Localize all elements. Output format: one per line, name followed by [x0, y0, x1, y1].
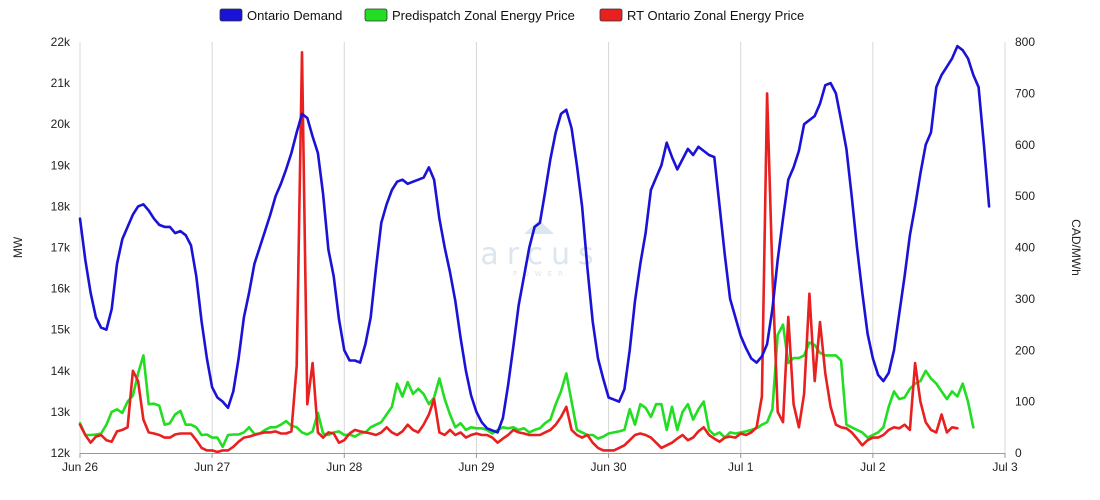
y-left-tick-label: 16k [51, 282, 71, 296]
legend: Ontario Demand Predispatch Zonal Energy P… [219, 8, 804, 23]
watermark-logo: arcus POWER [480, 220, 601, 278]
series-line-predispatch-zonal-energy-price [78, 323, 975, 449]
grid [79, 42, 1006, 453]
x-tick-label: Jul 2 [860, 460, 886, 474]
y-axis-left-title: MW [11, 236, 25, 258]
legend-item[interactable]: RT Ontario Zonal Energy Price [599, 8, 804, 23]
y-right-tick-label: 400 [1015, 241, 1035, 255]
y-left-tick-label: 18k [51, 199, 71, 213]
watermark-subtext: POWER [513, 270, 569, 278]
y-left-tick-label: 12k [51, 446, 71, 460]
y-right-tick-label: 100 [1015, 395, 1035, 409]
axes: Jun 26 Jun 27 Jun 28 Jun 29 Jun 30 Jul 1 Jul 2… [11, 35, 1083, 474]
y-left-tick-label: 14k [51, 364, 71, 378]
x-tick-label: Jun 28 [326, 460, 362, 474]
y-right-tick-label: 600 [1015, 138, 1035, 152]
legend-swatch [599, 8, 623, 22]
y-right-tick-label: 300 [1015, 292, 1035, 306]
y-right-tick-label: 200 [1015, 343, 1035, 357]
legend-label: Ontario Demand [247, 8, 342, 23]
x-tick-label: Jul 3 [992, 460, 1018, 474]
y-right-tick-label: 0 [1015, 446, 1022, 460]
legend-swatch [219, 8, 243, 22]
x-tick-label: Jun 29 [458, 460, 494, 474]
y-axis-right-title: CAD/MWh [1069, 219, 1083, 276]
x-tick-label: Jun 27 [194, 460, 230, 474]
x-axis-ticks: Jun 26 Jun 27 Jun 28 Jun 29 Jun 30 Jul 1 Jul 2… [62, 453, 1018, 474]
x-tick-label: Jun 26 [62, 460, 98, 474]
series-lines [78, 44, 991, 454]
y-left-tick-label: 22k [51, 35, 71, 49]
y-left-tick-label: 15k [51, 323, 71, 337]
y-axis-left-ticks: 12k 13k 14k 15k 16k 17k 18k 19k 20k 21k 22k [51, 35, 71, 460]
x-tick-label: Jul 1 [728, 460, 754, 474]
legend-swatch [364, 8, 388, 22]
series-line-rt-ontario-zonal-energy-price [78, 51, 959, 454]
y-left-tick-label: 13k [51, 405, 71, 419]
legend-label: Predispatch Zonal Energy Price [392, 8, 575, 23]
y-left-tick-label: 20k [51, 117, 71, 131]
legend-item[interactable]: Ontario Demand [219, 8, 342, 23]
watermark-triangle-icon [524, 220, 554, 234]
legend-item[interactable]: Predispatch Zonal Energy Price [364, 8, 575, 23]
y-right-tick-label: 700 [1015, 86, 1035, 100]
y-left-tick-label: 17k [51, 241, 71, 255]
x-tick-label: Jun 30 [591, 460, 627, 474]
y-left-tick-label: 19k [51, 158, 71, 172]
y-right-tick-label: 500 [1015, 189, 1035, 203]
y-right-tick-label: 800 [1015, 35, 1035, 49]
series-line-ontario-demand [78, 44, 991, 434]
y-left-tick-label: 21k [51, 76, 71, 90]
y-axis-right-ticks: 0 100 200 300 400 500 600 700 800 [1015, 35, 1035, 460]
watermark-text: arcus [480, 237, 601, 272]
legend-label: RT Ontario Zonal Energy Price [627, 8, 804, 23]
